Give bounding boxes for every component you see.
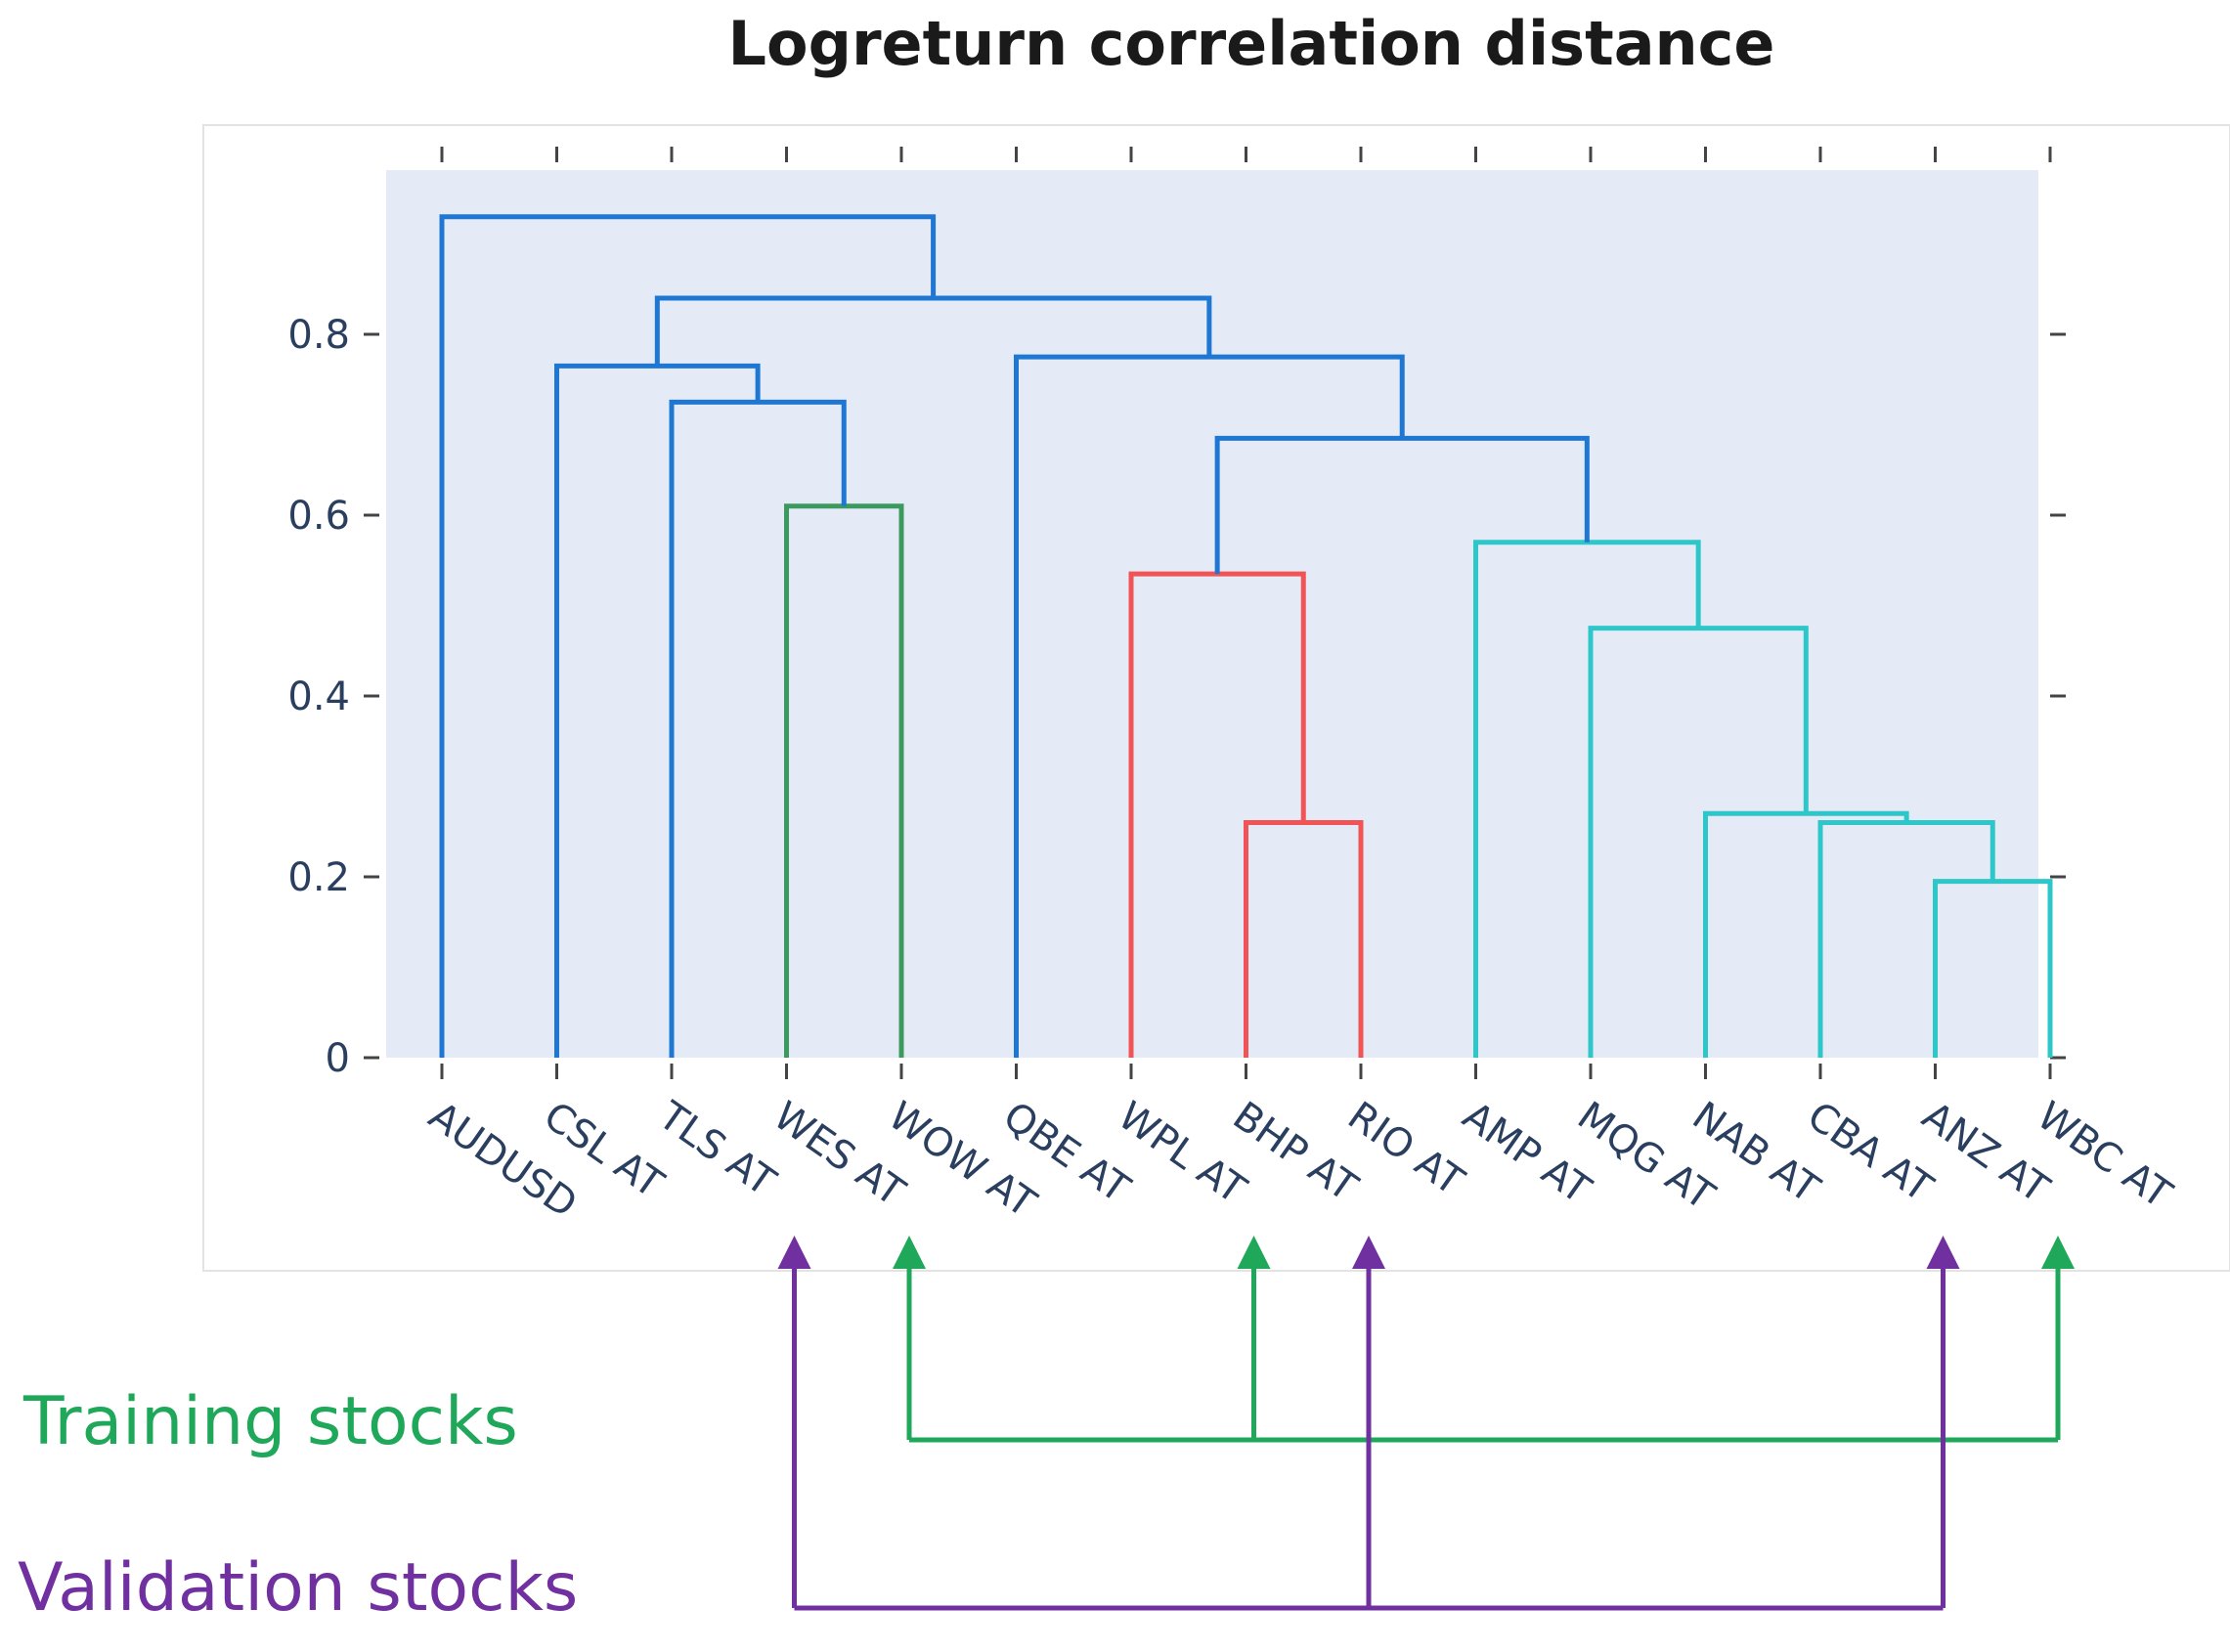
y-axis-labels: 0 0.2 0.4 0.6 0.8	[287, 313, 350, 1081]
chart-title: Logreturn correlation distance	[727, 8, 1775, 79]
validation-arrowhead	[777, 1236, 811, 1269]
training-arrowhead	[893, 1236, 926, 1269]
training-arrowhead	[2041, 1236, 2075, 1269]
plot-background	[386, 170, 2038, 1058]
y-tick-label: 0	[326, 1036, 350, 1081]
training-stocks-label: Training stocks	[23, 1383, 518, 1460]
y-tick-label: 0.6	[287, 494, 350, 539]
validation-stocks-label: Validation stocks	[18, 1549, 579, 1627]
validation-arrowhead	[1926, 1236, 1960, 1269]
y-tick-label: 0.2	[287, 855, 350, 900]
dendrogram-link	[439, 214, 937, 1058]
validation-arrowhead	[1352, 1236, 1385, 1269]
y-tick-label: 0.4	[287, 674, 350, 719]
training-arrowhead	[1237, 1236, 1271, 1269]
y-tick-label: 0.8	[287, 313, 350, 358]
axis-ticks	[364, 147, 2066, 1079]
dendrogram-links	[439, 214, 2053, 1058]
stock-split-arrows	[777, 1236, 2075, 1611]
